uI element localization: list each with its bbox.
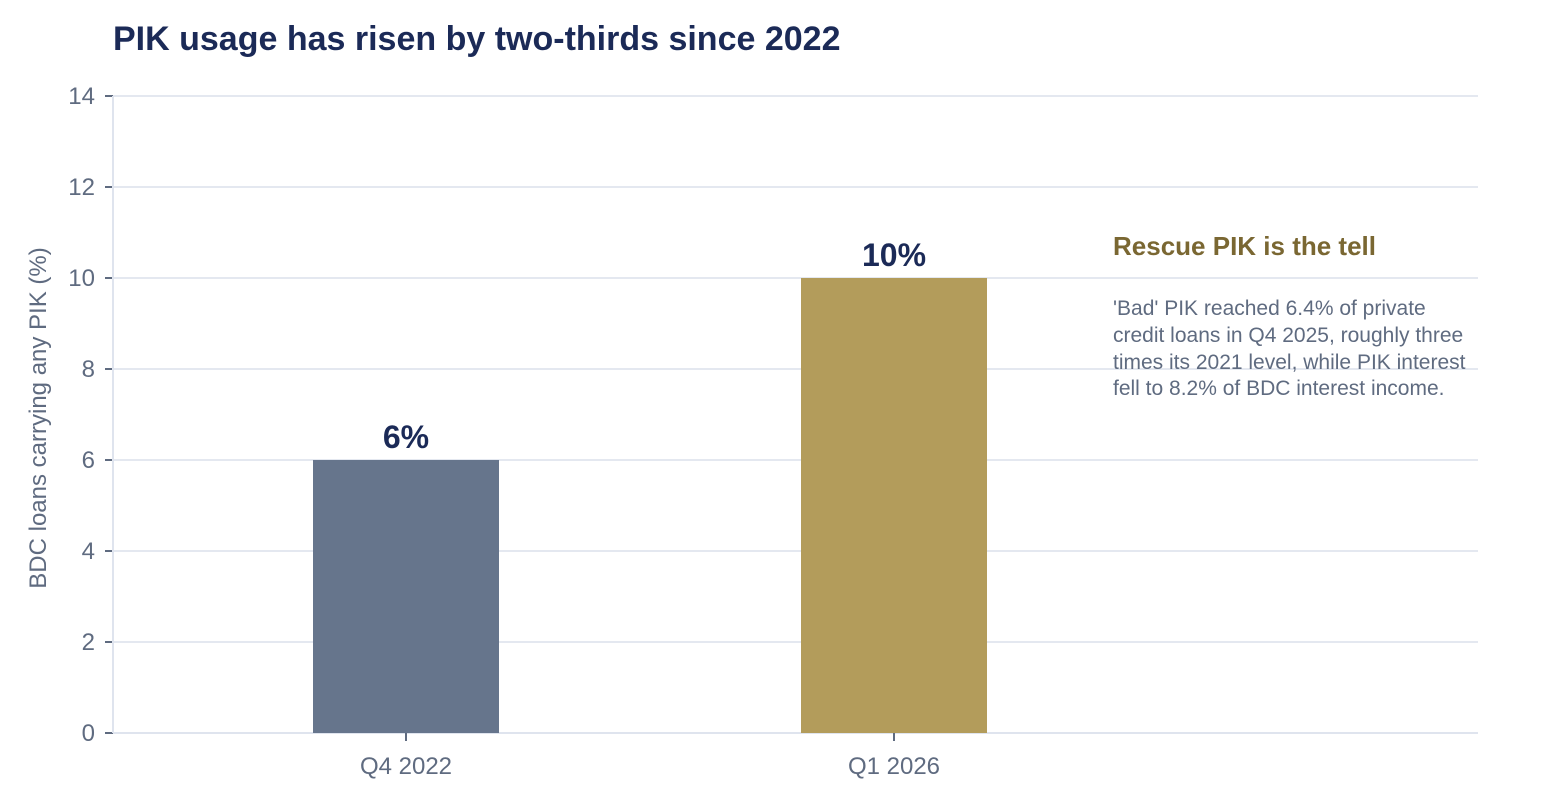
data-label: 6% xyxy=(383,419,429,455)
annotation-title: Rescue PIK is the tell xyxy=(1113,231,1376,261)
annotation-line: credit loans in Q4 2025, roughly three xyxy=(1113,324,1463,347)
annotation-line: 'Bad' PIK reached 6.4% of private xyxy=(1113,297,1426,320)
y-tick-label: 10 xyxy=(68,265,95,292)
y-axis-title: BDC loans carrying any PIK (%) xyxy=(25,247,52,588)
x-tick-label: Q1 2026 xyxy=(848,753,940,780)
annotation: Rescue PIK is the tell 'Bad' PIK reached… xyxy=(1113,231,1466,400)
x-axis: Q4 2022 Q1 2026 xyxy=(113,732,1478,780)
y-tick-label: 4 xyxy=(82,538,95,565)
bars xyxy=(313,278,987,733)
y-tick-label: 2 xyxy=(82,629,95,656)
data-labels: 6% 10% xyxy=(383,237,926,455)
annotation-line: fell to 8.2% of BDC interest income. xyxy=(1113,377,1444,400)
y-tick-label: 6 xyxy=(82,447,95,474)
x-tick-label: Q4 2022 xyxy=(360,753,452,780)
y-axis: 0 2 4 6 8 10 12 14 xyxy=(68,83,114,747)
y-tick-label: 14 xyxy=(68,83,95,110)
data-label: 10% xyxy=(862,237,926,273)
bar xyxy=(801,278,987,733)
y-tick-label: 8 xyxy=(82,356,95,383)
y-tick-label: 0 xyxy=(82,720,95,747)
chart-title: PIK usage has risen by two-thirds since … xyxy=(113,20,840,58)
annotation-line: times its 2021 level, while PIK interest xyxy=(1113,351,1466,374)
bar xyxy=(313,460,499,733)
y-tick-label: 12 xyxy=(68,174,95,201)
